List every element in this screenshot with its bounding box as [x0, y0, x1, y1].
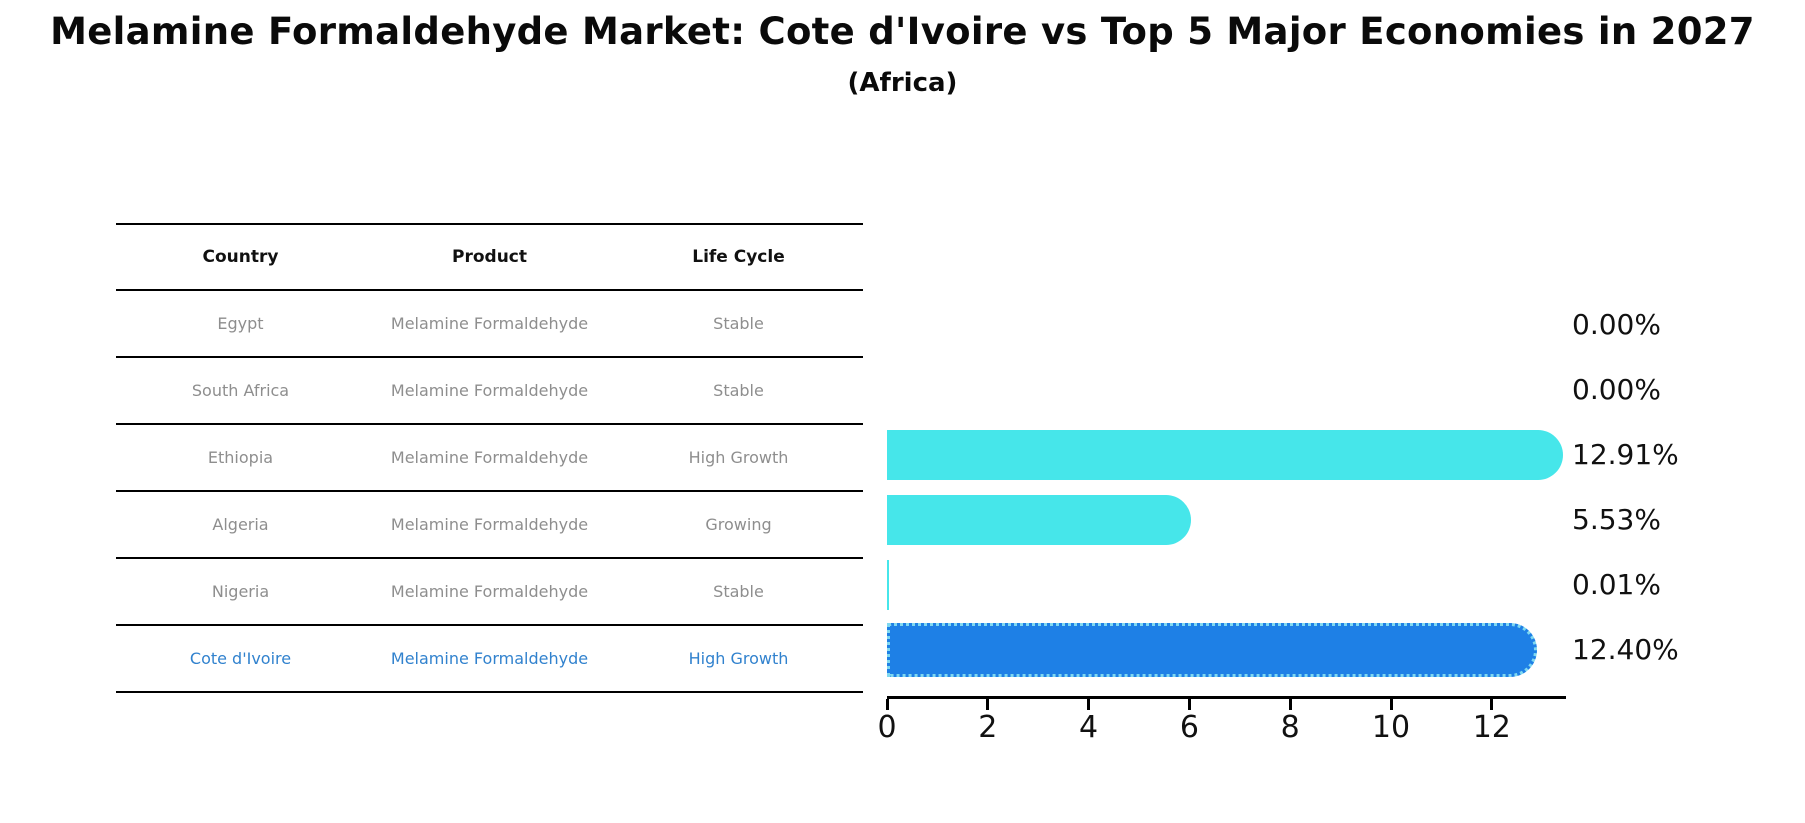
cell-life-cycle: Stable — [713, 314, 764, 333]
x-tick — [1490, 699, 1494, 710]
value-label-algeria: 5.53% — [1572, 503, 1661, 536]
value-label-south-africa: 0.00% — [1572, 373, 1661, 406]
x-tick-label: 4 — [1079, 710, 1099, 745]
cell-country: Cote d'Ivoire — [189, 649, 292, 668]
x-tick — [1087, 699, 1091, 710]
cell-country: South Africa — [191, 381, 290, 400]
cell-life-cycle: Life Cycle — [692, 247, 785, 267]
bar-cote-d-ivoire — [887, 623, 1537, 677]
cell-product: Melamine Formaldehyde — [390, 381, 589, 400]
x-tick-label: 10 — [1371, 710, 1411, 745]
x-tick-label: 2 — [978, 710, 998, 745]
cell-life-cycle: Stable — [713, 582, 764, 601]
cell-life-cycle: Growing — [705, 515, 772, 534]
bar-algeria — [887, 495, 1191, 545]
table-row-egypt: Egypt Melamine Formaldehyde Stable — [116, 291, 863, 358]
cell-product: Melamine Formaldehyde — [390, 582, 589, 601]
x-tick — [986, 699, 990, 710]
table-row-ethiopia: Ethiopia Melamine Formaldehyde High Growth — [116, 425, 863, 492]
x-tick — [885, 699, 889, 710]
table-row-algeria: Algeria Melamine Formaldehyde Growing — [116, 492, 863, 559]
cell-life-cycle: Stable — [713, 381, 764, 400]
cell-product: Melamine Formaldehyde — [390, 314, 589, 333]
value-label-nigeria: 0.01% — [1572, 568, 1661, 601]
cell-country: Country — [202, 247, 279, 267]
chart-title: Melamine Formaldehyde Market: Cote d'Ivo… — [50, 10, 1755, 53]
cell-product: Product — [452, 247, 527, 267]
table-row-cote-d-ivoire: Cote d'Ivoire Melamine Formaldehyde High G… — [116, 626, 863, 693]
cell-life-cycle: High Growth — [688, 448, 789, 467]
chart-subtitle: (Africa) — [847, 68, 958, 98]
cell-country: Algeria — [212, 515, 269, 534]
x-tick — [1288, 699, 1292, 710]
cell-product: Melamine Formaldehyde — [390, 448, 589, 467]
cell-life-cycle: High Growth — [688, 649, 789, 668]
value-label-ethiopia: 12.91% — [1572, 438, 1679, 471]
cell-product: Melamine Formaldehyde — [390, 515, 589, 534]
x-tick-label: 12 — [1472, 710, 1511, 745]
cell-product: Melamine Formaldehyde — [390, 649, 589, 668]
bar-ethiopia — [887, 430, 1563, 480]
comparison-table: Country Product Life Cycle Egypt Melamine Fo… — [116, 223, 863, 693]
value-label-egypt: 0.00% — [1572, 308, 1661, 341]
table-row-nigeria: Nigeria Melamine Formaldehyde Stable — [116, 559, 863, 626]
x-tick-label: 0 — [877, 710, 897, 745]
value-label-cote-d-ivoire: 12.40% — [1572, 633, 1679, 666]
x-tick — [1389, 699, 1393, 710]
table-row-south-africa: South Africa Melamine Formaldehyde Stable — [116, 358, 863, 425]
x-tick-label: 6 — [1179, 710, 1199, 745]
x-tick-label: 8 — [1280, 710, 1300, 745]
cell-country: Egypt — [217, 314, 264, 333]
x-tick — [1187, 699, 1191, 710]
table-header-row: Country Product Life Cycle — [116, 225, 863, 291]
x-axis-line — [887, 696, 1566, 699]
cell-country: Ethiopia — [207, 448, 274, 467]
cell-country: Nigeria — [211, 582, 270, 601]
bar-nigeria — [887, 560, 889, 610]
